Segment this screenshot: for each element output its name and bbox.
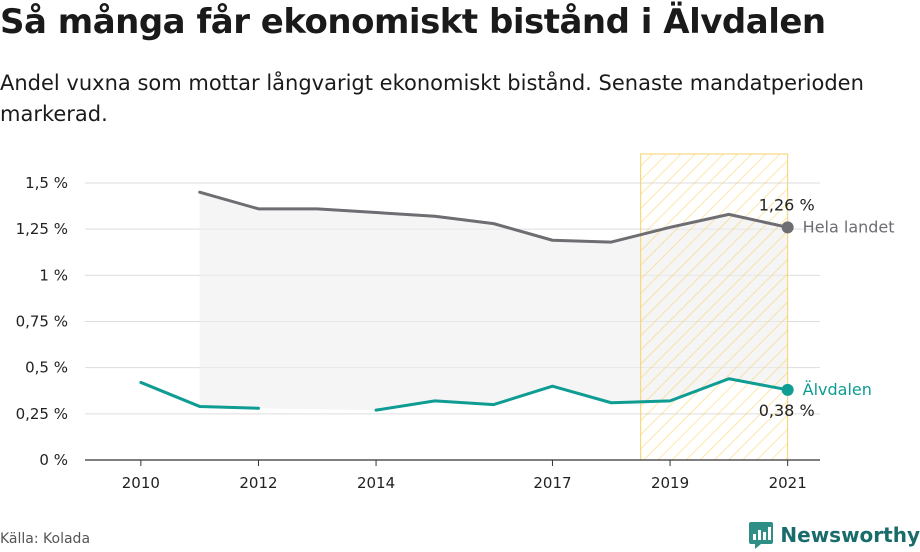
y-tick-label: 0,25 % <box>16 405 68 423</box>
series-line-alvdalen <box>139 380 260 410</box>
y-tick-label: 0,5 % <box>25 359 68 377</box>
series-label: Älvdalen <box>803 380 872 399</box>
x-tick-label: 2010 <box>122 474 160 492</box>
y-tick-label: 1,25 % <box>16 220 68 238</box>
y-tick-label: 1,5 % <box>25 174 68 192</box>
y-tick-label: 0,75 % <box>16 313 68 331</box>
series-end-point <box>781 221 794 234</box>
x-tick-label: 2012 <box>239 474 277 492</box>
chart-subtitle: Andel vuxna som mottar långvarigt ekonom… <box>0 71 864 126</box>
series-line-alvdalen <box>374 377 790 412</box>
y-tick-label: 1 % <box>39 266 68 284</box>
x-tick-label: 2021 <box>769 474 807 492</box>
series-line-hela-landet <box>198 190 790 244</box>
brand-name: Newsworthy <box>780 523 920 547</box>
brand-logo: Newsworthy <box>748 519 920 551</box>
data-label: 1,26 % <box>759 195 815 214</box>
x-tick-label: 2017 <box>533 474 571 492</box>
newsworthy-logo-icon <box>749 522 774 549</box>
source-note: Källa: Kolada <box>0 531 91 547</box>
x-tick-label: 2014 <box>357 474 395 492</box>
x-tick-label: 2019 <box>651 474 689 492</box>
series-end-point <box>781 383 794 396</box>
chart-title: Så många får ekonomiskt bistånd i Älvdal… <box>0 2 826 42</box>
series-label: Hela landet <box>803 217 895 236</box>
y-tick-label: 0 % <box>39 451 68 469</box>
highlight-period <box>640 153 789 461</box>
data-label: 0,38 % <box>759 401 815 420</box>
